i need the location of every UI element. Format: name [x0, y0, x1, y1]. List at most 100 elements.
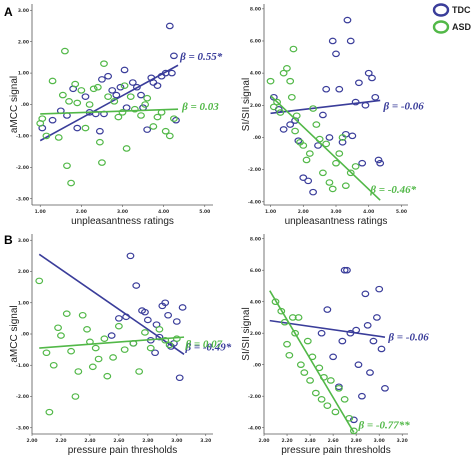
data-point-tdc — [178, 304, 187, 311]
data-point-asd — [332, 159, 340, 167]
data-point-tdc — [343, 266, 351, 274]
data-point-asd — [100, 335, 109, 342]
x-axis-label: unpleasantness ratings — [285, 216, 388, 227]
data-point-asd — [276, 109, 285, 116]
data-point-asd — [71, 393, 80, 400]
x-tick-label: 5.00 — [199, 209, 210, 215]
legend-tdc-label: TDC — [452, 5, 471, 15]
data-point-tdc — [294, 137, 303, 144]
x-tick-label: 2.00 — [26, 438, 37, 444]
data-point-tdc — [128, 79, 137, 86]
y-axis-label: aMCC signal — [9, 305, 20, 362]
data-point-asd — [130, 105, 139, 113]
panel-a-right-sisii-unpleasantness: 8.00 6.00 4.00 2.00 .00 -2.00 -4.00 1.00 2.00 3.0… — [241, 4, 424, 227]
data-point-tdc — [73, 124, 82, 132]
y-tick-label: .00 — [21, 102, 29, 108]
data-point-tdc — [286, 121, 295, 128]
data-point-asd — [38, 115, 47, 122]
y-tick-label: 2.00 — [18, 39, 29, 45]
data-point-asd — [311, 389, 320, 397]
data-point-asd — [277, 307, 286, 315]
data-point-asd — [338, 134, 347, 141]
data-point-tdc — [368, 74, 376, 82]
data-point-asd — [143, 94, 152, 102]
data-point-asd — [331, 408, 340, 416]
data-point-tdc — [361, 102, 370, 109]
data-point-asd — [49, 361, 58, 369]
y-tick-label: .00 — [253, 135, 261, 141]
data-point-tdc — [112, 91, 121, 99]
data-point-asd — [165, 341, 174, 349]
data-point-tdc — [366, 369, 374, 376]
y-tick-label: 2.00 — [18, 269, 29, 275]
data-point-tdc — [329, 353, 338, 361]
data-point-tdc — [155, 333, 164, 341]
data-point-asd — [54, 324, 62, 332]
y-tick-label: -4.00 — [248, 425, 261, 431]
data-point-asd — [48, 77, 57, 85]
data-point-tdc — [358, 392, 366, 400]
data-point-asd — [283, 65, 291, 72]
x-tick-label: 2.80 — [142, 438, 153, 444]
data-point-tdc — [120, 66, 129, 74]
data-point-asd — [73, 99, 82, 107]
data-point-asd — [319, 169, 327, 177]
data-point-asd — [126, 93, 135, 100]
x-tick-label: 2.00 — [298, 209, 309, 215]
y-tick-label: 2.00 — [250, 103, 261, 109]
x-tick-label: 1.00 — [35, 209, 46, 215]
data-point-tdc — [314, 142, 322, 149]
y-tick-label: .00 — [21, 332, 29, 338]
legend: TDC ASD — [432, 3, 472, 34]
data-point-asd — [296, 361, 305, 369]
data-point-asd — [299, 142, 308, 149]
data-point-asd — [335, 150, 344, 157]
x-tick-label: 5.00 — [396, 209, 407, 215]
data-point-asd — [67, 179, 75, 187]
data-point-asd — [340, 396, 349, 403]
data-point-tdc — [48, 116, 57, 124]
data-point-asd — [346, 169, 355, 177]
y-axis-label: SI/SII signal — [241, 307, 252, 360]
data-point-asd — [305, 150, 314, 157]
x-tick-label: 2.60 — [328, 438, 339, 444]
x-tick-label: 2.00 — [258, 438, 269, 444]
data-point-tdc — [269, 93, 278, 101]
data-point-asd — [85, 101, 94, 108]
y-tick-label: 3.00 — [18, 8, 29, 14]
data-point-asd — [291, 329, 300, 337]
data-point-asd — [98, 159, 106, 166]
data-point-asd — [287, 93, 296, 101]
y-tick-label: -3.00 — [16, 196, 29, 202]
data-point-asd — [309, 105, 317, 112]
y-tick-label: 8.00 — [250, 6, 261, 12]
data-point-asd — [279, 69, 288, 77]
y-tick-label: 8.00 — [250, 236, 261, 242]
y-axis-label: aMCC signal — [9, 76, 20, 133]
data-point-tdc — [116, 83, 125, 91]
y-tick-label: 6.00 — [250, 268, 261, 274]
y-tick-label: -2.00 — [16, 165, 29, 171]
fit-line-tdc — [38, 253, 185, 355]
data-point-asd — [266, 77, 275, 85]
data-point-tdc — [349, 416, 358, 424]
data-point-tdc — [107, 332, 116, 339]
panel-a-left-amcc-unpleasantness: 3.00 2.00 1.00 .00 -1.00 -2.00 -3.00 1.00 2.00 3.… — [9, 4, 223, 227]
data-point-asd — [93, 83, 102, 91]
data-point-tdc — [299, 174, 308, 181]
x-tick-label: 3.00 — [171, 438, 182, 444]
data-point-asd — [109, 354, 117, 361]
data-point-tdc — [91, 110, 100, 118]
x-tick-label: 3.20 — [200, 438, 211, 444]
data-point-tdc — [325, 134, 334, 141]
data-point-tdc — [343, 16, 352, 24]
data-point-tdc — [164, 311, 173, 319]
data-point-asd — [58, 91, 67, 99]
data-point-tdc — [363, 322, 372, 329]
data-point-asd — [94, 355, 103, 363]
data-point-tdc — [322, 85, 331, 93]
data-point-asd — [273, 98, 281, 106]
data-point-asd — [83, 326, 91, 333]
data-point-asd — [326, 377, 335, 384]
